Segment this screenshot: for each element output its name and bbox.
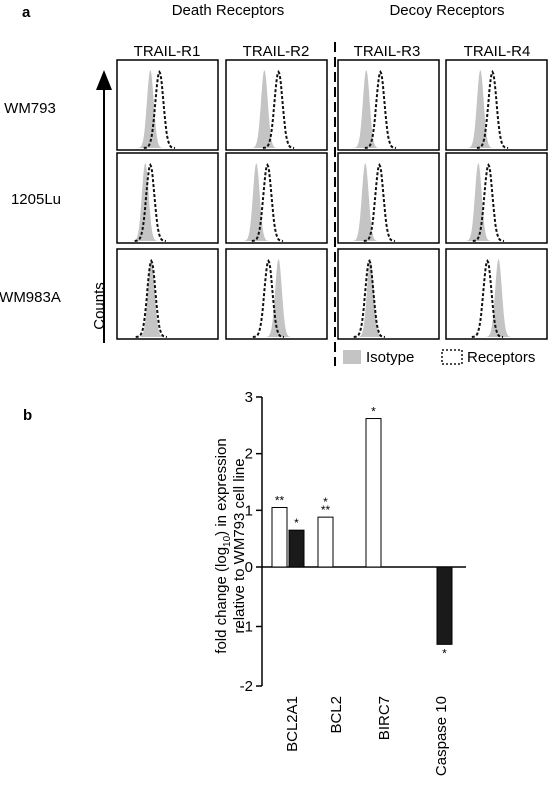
- ylabel-part-1: fold change (log: [213, 547, 230, 654]
- col-header-trail-r4: TRAIL-R4: [464, 43, 531, 60]
- significance-label: *: [442, 646, 447, 660]
- receptor-histogram: [251, 162, 284, 242]
- isotype-histogram: [485, 259, 512, 337]
- col-header-trail-r2: TRAIL-R2: [243, 43, 310, 60]
- isotype-histogram: [465, 163, 492, 241]
- isotype-histogram: [243, 163, 270, 241]
- bar-bcl2a1: [288, 529, 305, 568]
- isotype-histogram: [467, 70, 494, 148]
- y-tick-label: -2: [240, 678, 253, 695]
- receptor-histogram: [252, 258, 285, 338]
- receptor-histogram: [364, 69, 397, 149]
- row-label-wm983a: WM983A: [0, 289, 61, 306]
- receptor-histogram: [353, 258, 386, 338]
- histogram-frame: [116, 152, 219, 244]
- bar-y-axis-label: fold change (log10) in expression relati…: [213, 438, 248, 653]
- x-category-label: BCL2: [328, 696, 345, 734]
- isotype-histogram: [352, 163, 379, 241]
- col-header-trail-r3: TRAIL-R3: [354, 43, 421, 60]
- counts-axis-label: Counts: [91, 282, 108, 330]
- isotype-histogram: [265, 259, 292, 337]
- significance-label: *: [371, 405, 376, 419]
- histogram-frame: [337, 248, 440, 340]
- receptor-histogram: [143, 69, 176, 149]
- legend-receptors-label: Receptors: [467, 349, 535, 366]
- svg-text:fold change (log10) in express: fold change (log10) in expression: [213, 438, 233, 653]
- significance-label: *: [294, 516, 299, 530]
- histogram-frame: [445, 59, 548, 151]
- histogram-frame: [116, 59, 219, 151]
- legend-isotype-label: Isotype: [366, 349, 414, 366]
- ylabel-part-2: ) in expression: [213, 438, 230, 536]
- y-tick-label: -1: [240, 619, 253, 636]
- receptor-histogram: [135, 258, 168, 338]
- bar-birc7: [365, 418, 382, 568]
- receptor-histogram: [262, 69, 295, 149]
- histogram-frame: [445, 152, 548, 244]
- receptor-histogram: [476, 69, 509, 149]
- x-category-label: Caspase 10: [433, 696, 450, 776]
- histogram-frame: [225, 59, 328, 151]
- row-label-wm793: WM793: [4, 100, 56, 117]
- legend-receptors-swatch: [441, 349, 463, 365]
- histogram-grid: [116, 59, 548, 340]
- isotype-histogram: [357, 259, 384, 337]
- isotype-histogram: [353, 70, 380, 148]
- isotype-histogram: [138, 259, 165, 337]
- isotype-histogram: [251, 70, 278, 148]
- isotype-histogram: [132, 163, 159, 241]
- receptor-histogram: [134, 162, 167, 242]
- bar-bcl2: [317, 516, 334, 568]
- group-header-decoy: Decoy Receptors: [389, 2, 504, 19]
- panel-a-label: a: [22, 4, 31, 21]
- row-label-1205lu: 1205Lu: [11, 191, 61, 208]
- significance-label: *: [323, 495, 328, 509]
- y-tick-label: 2: [245, 446, 253, 463]
- bar-caspase-10: [436, 566, 453, 645]
- isotype-histogram: [137, 70, 164, 148]
- receptor-histogram: [363, 162, 396, 242]
- y-tick-label: 0: [245, 559, 253, 576]
- significance-label: **: [275, 494, 285, 508]
- panel-b: b fold change (log10) in expression rela…: [23, 389, 466, 776]
- panel-a: a Death Receptors Decoy Receptors TRAIL-…: [0, 2, 548, 366]
- col-header-trail-r1: TRAIL-R1: [134, 43, 201, 60]
- receptor-histogram: [471, 258, 504, 338]
- y-tick-label: 3: [245, 389, 253, 406]
- x-category-label: BIRC7: [376, 696, 393, 740]
- x-category-label: BCL2A1: [284, 696, 301, 752]
- panel-b-label: b: [23, 407, 32, 424]
- ylabel-line-2: relative to WM793 cell line: [231, 458, 248, 633]
- histogram-frame: [225, 152, 328, 244]
- y-tick-label: 1: [245, 502, 253, 519]
- histogram-frame: [116, 248, 219, 340]
- histogram-frame: [337, 152, 440, 244]
- legend-isotype-swatch: [343, 350, 361, 364]
- ylabel-subscript: 10: [222, 535, 233, 547]
- receptor-histogram: [472, 162, 505, 242]
- significance-label: **: [321, 503, 331, 517]
- bar-bcl2a1: [271, 507, 288, 568]
- group-header-death: Death Receptors: [172, 2, 285, 19]
- counts-arrow-head: [96, 70, 112, 90]
- histogram-frame: [337, 59, 440, 151]
